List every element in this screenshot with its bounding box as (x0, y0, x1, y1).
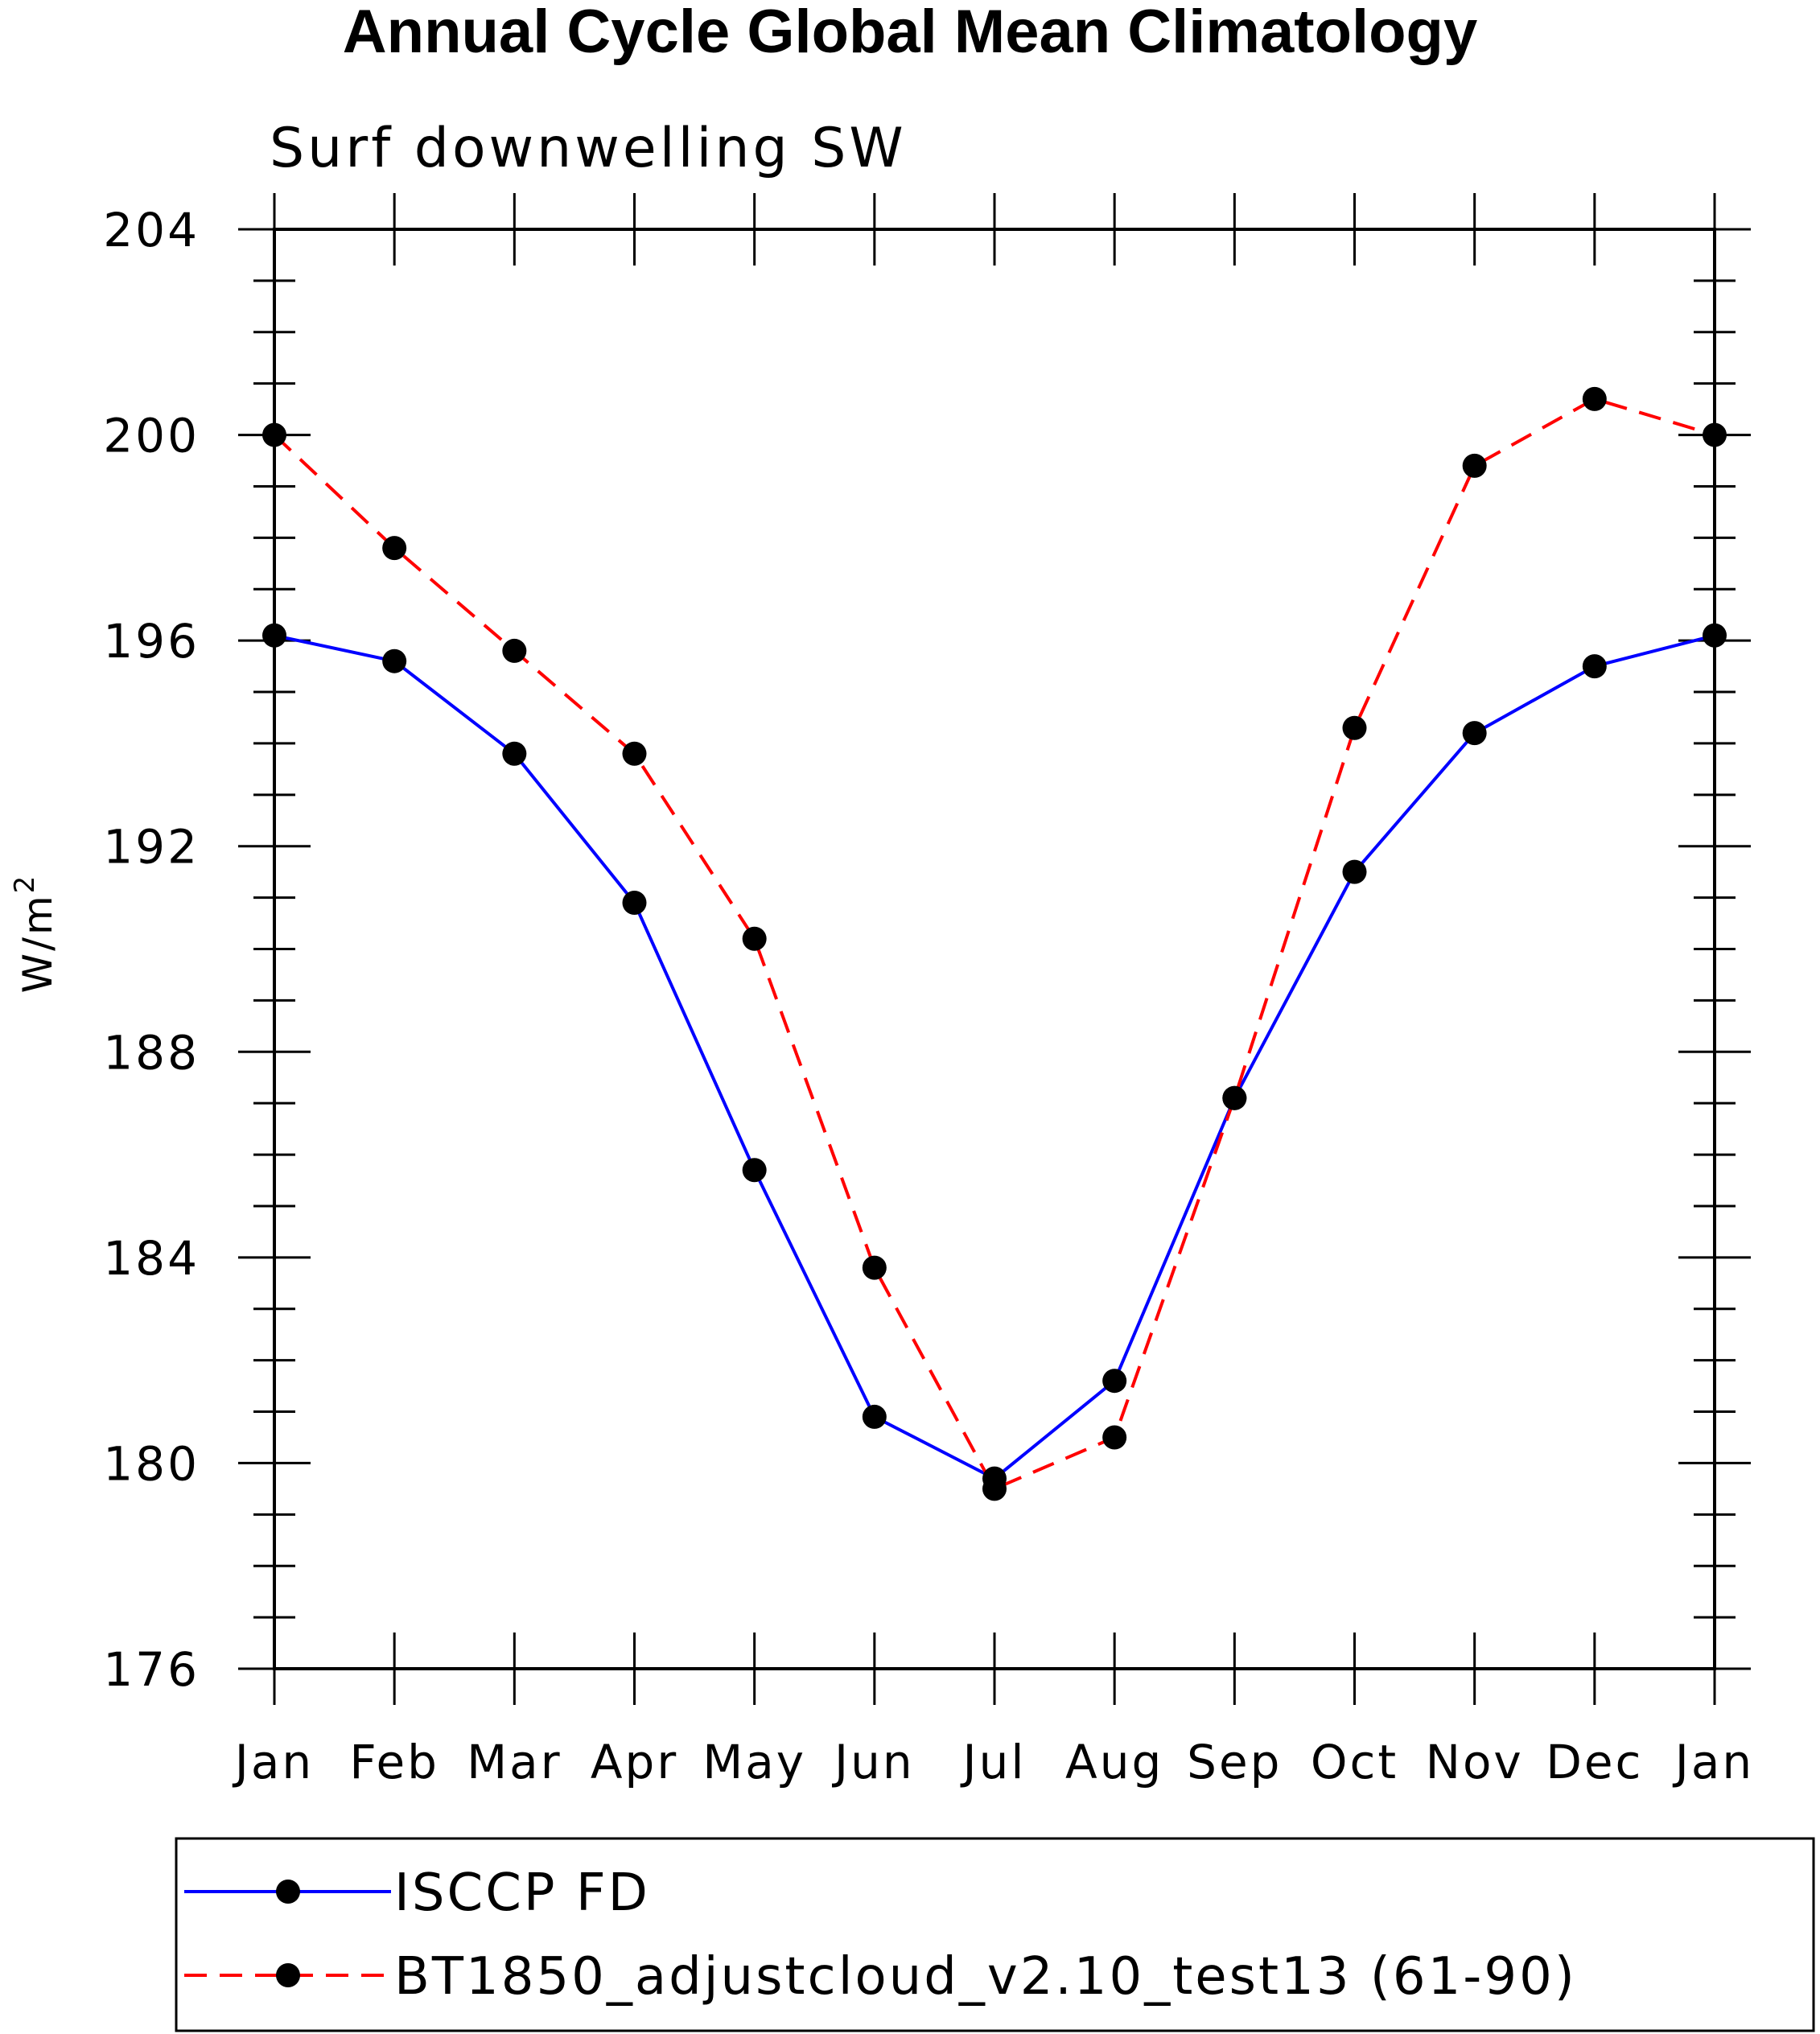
x-tick-label: Apr (591, 1735, 678, 1789)
x-tick-label: Jan (1673, 1735, 1754, 1789)
x-tick-label: Jul (961, 1735, 1027, 1789)
x-tick-label: May (702, 1735, 806, 1789)
series-0-marker (742, 1158, 767, 1183)
series-1-marker (1582, 386, 1607, 411)
y-axis-label-text: W/m (14, 893, 61, 993)
y-tick-label: 196 (103, 614, 200, 669)
series-1-marker (862, 1255, 887, 1280)
x-tick-labels: Jan Feb Mar Apr May Jun Jul Aug Sep Oct Nov Dec Jan (233, 1735, 1754, 1789)
legend-marker-bt1850 (276, 1963, 300, 1987)
x-tick-label: Aug (1065, 1735, 1163, 1789)
x-tick-label: Mar (467, 1735, 562, 1789)
y-tick-label: 184 (103, 1231, 200, 1286)
series-markers (262, 386, 1727, 1501)
legend-box (175, 1837, 1815, 2032)
series-line-1 (273, 397, 1715, 1491)
series-1-marker (1462, 453, 1487, 478)
series-1-marker (1102, 1425, 1127, 1450)
legend: ISCCP FD BT1850_adjustcloud_v2.10_test13… (175, 1837, 1815, 2032)
x-tick-label: Sep (1187, 1735, 1282, 1789)
series-1-marker (982, 1476, 1007, 1501)
y-tick-label: 192 (103, 820, 200, 875)
y-tick-label: 180 (103, 1436, 200, 1491)
series-0-marker (1102, 1369, 1127, 1394)
legend-marker-isccp (276, 1880, 300, 1904)
y-tick-label: 176 (103, 1642, 200, 1697)
y-tick-label: 204 (103, 203, 200, 257)
series-1-marker (742, 926, 767, 951)
x-tick-label: Oct (1311, 1735, 1398, 1789)
y-tick-labels: 176 180 184 188 192 196 200 204 (103, 203, 200, 1697)
series-0-marker (622, 890, 647, 915)
series-lines (273, 397, 1715, 1491)
series-0-marker (382, 648, 407, 673)
series-0-marker (862, 1404, 887, 1429)
y-tick-label: 188 (103, 1025, 200, 1080)
y-axis-label-superscript: 2 (9, 874, 41, 894)
series-1-marker (622, 741, 647, 766)
x-tick-label: Nov (1426, 1735, 1524, 1789)
series-1-marker (1342, 715, 1367, 740)
series-line-0 (274, 633, 1715, 1480)
series-0-marker (502, 741, 527, 766)
series-0-marker (1462, 721, 1487, 746)
x-tick-label: Jan (233, 1735, 314, 1789)
legend-label-bt1850: BT1850_adjustcloud_v2.10_test13 (61-90) (394, 1947, 1577, 2007)
plot-area-frame (273, 228, 1716, 1670)
chart-subtitle: Surf downwelling SW (270, 117, 907, 180)
series-1-marker (1222, 1085, 1247, 1110)
x-tick-label: Jun (832, 1735, 915, 1789)
y-axis-label: W/m2 (9, 874, 61, 994)
y-tick-label: 200 (103, 409, 200, 463)
x-tick-label: Feb (349, 1735, 439, 1789)
legend-label-isccp: ISCCP FD (394, 1863, 650, 1923)
chart-title: Annual Cycle Global Mean Climatology (343, 0, 1477, 66)
series-0-marker (1582, 654, 1607, 679)
series-0-marker (1342, 859, 1367, 884)
series-1-marker (382, 536, 407, 561)
x-tick-label: Dec (1546, 1735, 1643, 1789)
series-1-marker (502, 638, 527, 663)
